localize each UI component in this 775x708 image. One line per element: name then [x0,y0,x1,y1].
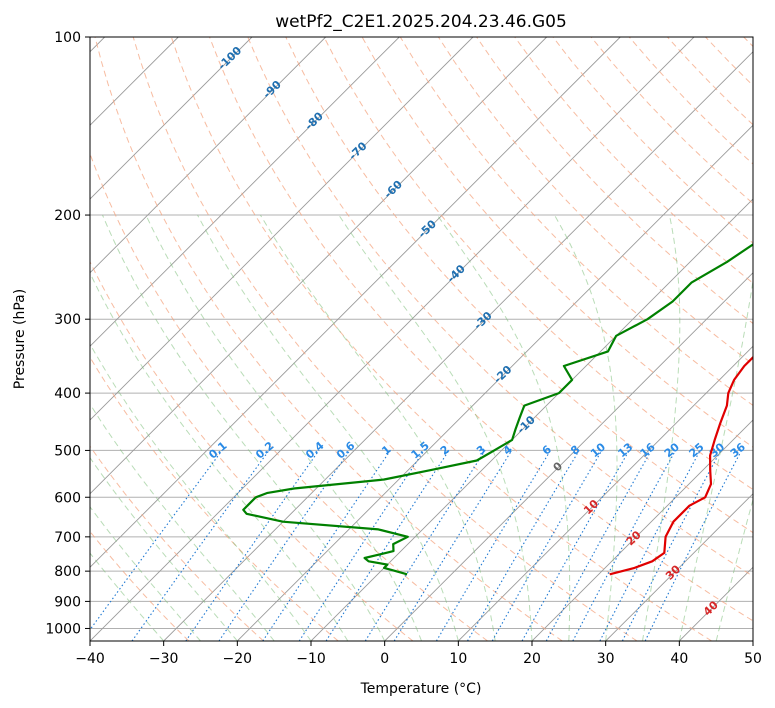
y-tick-label: 900 [54,594,81,610]
moist-adiabat-line [259,214,496,641]
y-tick-label: 300 [54,312,81,328]
isotherm-line [605,493,753,641]
moist-adiabat-line [90,403,275,641]
mixing-ratio-line [572,450,676,641]
isotherm-line [163,51,753,641]
x-tick-label: 30 [597,651,615,667]
mixing-ratio-line [90,450,223,631]
isotherm-line [457,345,753,641]
isotherm-line [90,37,327,274]
x-axis: −40 −30 −20 −10 0 10 20 30 40 50 [75,641,762,667]
moist-adiabat-line [338,214,533,641]
moist-adiabat-line [145,214,422,641]
moist-adiabat-line [197,214,459,641]
x-tick-label: 20 [523,651,541,667]
dry-adiabat-line [285,37,753,534]
dry-adiabat-line [90,356,339,641]
plot-frame [89,36,754,642]
dry-adiabat-line [514,37,753,284]
y-axis: 1000 900 800 700 600 500 400 300 200 100 [45,30,90,637]
y-tick-label: 1000 [45,621,81,637]
dry-adiabat-line [170,37,712,641]
isotherm-line [90,37,621,568]
mixing-ratio-line [644,450,742,641]
x-tick-label: 0 [380,651,389,667]
isotherm-line [752,640,753,641]
isotherm-line [236,124,753,641]
mixing-ratio-line [393,450,513,641]
profiles [242,243,753,576]
isotherm-line [90,37,474,421]
moist-adiabat-line [90,506,201,641]
moist-adiabat-line [102,214,386,641]
background-lines [90,37,753,641]
x-tick-label: 50 [744,651,762,667]
mixing-ratio-line [262,450,391,641]
y-tick-label: 700 [54,530,81,546]
mixing-ratio-line [621,450,722,641]
y-tick-label: 500 [54,443,81,459]
mixing-ratio-line [298,450,425,641]
dry-adiabat-line [247,37,753,577]
dry-adiabat-line [90,260,414,641]
mixing-ratio-line [185,450,320,641]
x-tick-label: 10 [449,651,467,667]
x-axis-label: Temperature (°C) [360,681,482,697]
x-tick-label: 40 [670,651,688,667]
moist-adiabat-line [90,343,312,641]
isotherm-line [90,37,548,495]
mixing-ratio-line [218,450,351,641]
moist-adiabat-line [678,277,753,641]
isotherm-line [531,419,753,641]
y-tick-label: 100 [54,30,81,46]
dry-adiabat-line [323,37,753,491]
y-tick-label: 800 [54,564,81,580]
mixing-ratio-line [131,450,270,641]
moist-adiabat-line [554,214,618,641]
y-tick-label: 200 [54,208,81,224]
temperature-profile-line [609,355,753,576]
plot-area [90,37,753,641]
isotherm-line [90,37,253,200]
x-tick-label: −10 [296,651,326,667]
mixing-ratio-line [545,450,652,641]
isotherm-line [90,37,400,347]
dry-adiabat-line [476,37,753,325]
x-tick-label: −40 [75,651,105,667]
dry-adiabat-line [94,37,563,641]
dry-adiabat-line [209,37,753,622]
moist-adiabat-line [90,456,238,641]
x-tick-label: −20 [223,651,253,667]
y-axis-label: Pressure (hPa) [12,289,28,389]
x-tick-label: −30 [149,651,179,667]
y-tick-label: 400 [54,386,81,402]
moist-adiabat-line [642,214,681,641]
chart-title: wetPf2_C2E1.2025.204.23.46.G05 [275,12,567,32]
moist-adiabat-line [436,214,571,641]
dewpoint-profile-line [242,243,753,576]
dry-adiabat-line [132,37,638,641]
mixing-ratio-line [521,450,630,641]
dry-adiabat-line [90,445,264,641]
y-tick-label: 600 [54,490,81,506]
isotherm-line [384,272,753,641]
